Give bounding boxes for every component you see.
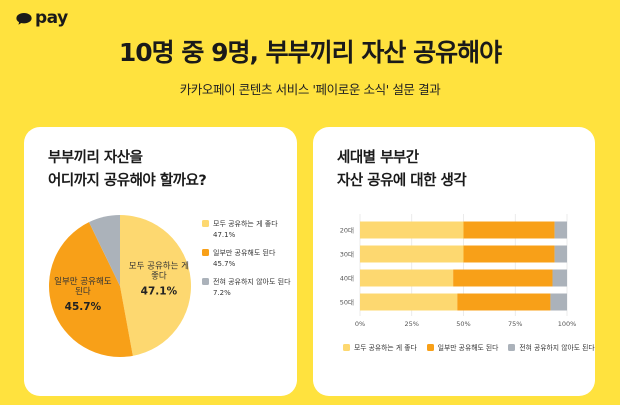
pie-card-heading: 부부끼리 자산을 어디까지 공유해야 할까요? [48, 147, 207, 193]
pie-legend-item-agree-all: 모두 공유하는 게 좋다 47.1% [202, 219, 291, 241]
bar-segment-agree-all [360, 245, 464, 263]
bar-segment-agree-some [463, 245, 555, 263]
pie-card-heading-line1: 부부끼리 자산을 [48, 150, 143, 166]
bar-card-heading-line2: 자산 공유에 대한 생각 [337, 173, 467, 189]
bar-card-heading-line1: 세대별 부부간 [337, 150, 419, 166]
legend-label: 일부만 공유해도 된다 [437, 344, 499, 352]
x-tick-label: 75% [508, 320, 522, 328]
bar-segment-agree-some [463, 221, 555, 239]
pie-slice-value: 45.7% [65, 301, 102, 313]
bar-segment-disagree [554, 245, 567, 263]
legend-swatch-disagree [202, 278, 209, 285]
bar-segment-agree-all [360, 269, 454, 287]
legend-value: 7.2% [213, 289, 231, 297]
pie-chart-card: 부부끼리 자산을 어디까지 공유해야 할까요? 모두 공유하는 게 좋다 47.1%… [24, 127, 297, 396]
y-category-label: 50대 [340, 299, 354, 307]
bar-segment-agree-all [360, 221, 464, 239]
pie-slice-value: 47.1% [141, 285, 178, 297]
pie-slice-label: 일부만 공유해도 [54, 277, 112, 287]
bar-segment-agree-some [457, 293, 551, 311]
pie-card-heading-line2: 어디까지 공유해야 할까요? [48, 173, 207, 189]
bar-card-heading: 세대별 부부간 자산 공유에 대한 생각 [337, 147, 467, 193]
pie-slice-agree-some [49, 222, 133, 357]
y-category-label: 20대 [340, 227, 354, 235]
x-tick-label: 50% [456, 320, 470, 328]
bar-segment-agree-some [453, 269, 553, 287]
legend-swatch-agree-some [426, 343, 434, 351]
bar-segment-disagree [554, 221, 567, 239]
bar-chart-card: 세대별 부부간 자산 공유에 대한 생각 0% 25% 50% 75% 100% 20대 3… [313, 127, 595, 396]
legend-swatch-agree-some [202, 249, 209, 256]
pie-slice-agree-all [120, 215, 191, 356]
speech-bubble-icon [16, 12, 32, 25]
kakaopay-logo: pay [16, 10, 68, 27]
legend-label: 전혀 공유하지 않아도 된다 [519, 344, 595, 352]
y-category-label: 30대 [340, 251, 354, 259]
legend-label: 모두 공유하는 게 좋다 [213, 220, 278, 228]
pie-slice-disagree [88, 215, 120, 286]
legend-label: 모두 공유하는 게 좋다 [354, 344, 417, 352]
y-category-label: 40대 [340, 275, 354, 283]
pie-slice-label: 좋다 [151, 271, 167, 281]
legend-label: 일부만 공유해도 된다 [213, 249, 276, 257]
legend-swatch-agree-all [202, 220, 209, 227]
x-tick-label: 25% [405, 320, 419, 328]
x-tick-label: 0% [355, 320, 365, 328]
pie-slice-label: 된다 [75, 286, 91, 297]
page-subtitle: 카카오페이 콘텐츠 서비스 '페이로운 소식' 설문 결과 [179, 82, 441, 97]
bar-legend: 모두 공유하는 게 좋다 일부만 공유해도 된다 전혀 공유하지 않아도 된다 [343, 342, 595, 352]
bar-legend-item-agree-all: 모두 공유하는 게 좋다 [343, 342, 417, 352]
legend-swatch-agree-all [343, 343, 350, 351]
pie-legend-item-disagree: 전혀 공유하지 않아도 된다 7.2% [202, 277, 291, 299]
pie-slice-label: 모두 공유하는 게 [129, 260, 189, 271]
legend-value: 45.7% [213, 260, 236, 268]
bar-segment-disagree [552, 269, 567, 287]
page-title: 10명 중 9명, 부부끼리 자산 공유해야 [118, 38, 502, 67]
bar-segment-disagree [550, 293, 567, 311]
legend-swatch-disagree [508, 343, 516, 351]
pie-legend: 모두 공유하는 게 좋다 47.1% 일부만 공유해도 된다 45.7% 전혀 … [202, 219, 291, 306]
bar-legend-item-agree-some: 일부만 공유해도 된다 [426, 342, 499, 352]
legend-label: 전혀 공유하지 않아도 된다 [213, 278, 291, 286]
x-tick-label: 100% [558, 320, 577, 328]
bar-segment-agree-all [360, 293, 458, 311]
bar-legend-item-disagree: 전혀 공유하지 않아도 된다 [508, 342, 595, 352]
legend-value: 47.1% [213, 231, 236, 239]
pie-legend-item-agree-some: 일부만 공유해도 된다 45.7% [202, 248, 291, 270]
logo-text: pay [35, 8, 68, 28]
stacked-bar-chart: 0% 25% 50% 75% 100% 20대 30대 40대 50대 [340, 214, 577, 328]
